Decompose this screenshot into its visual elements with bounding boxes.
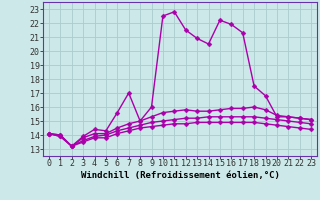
X-axis label: Windchill (Refroidissement éolien,°C): Windchill (Refroidissement éolien,°C) [81,171,279,180]
